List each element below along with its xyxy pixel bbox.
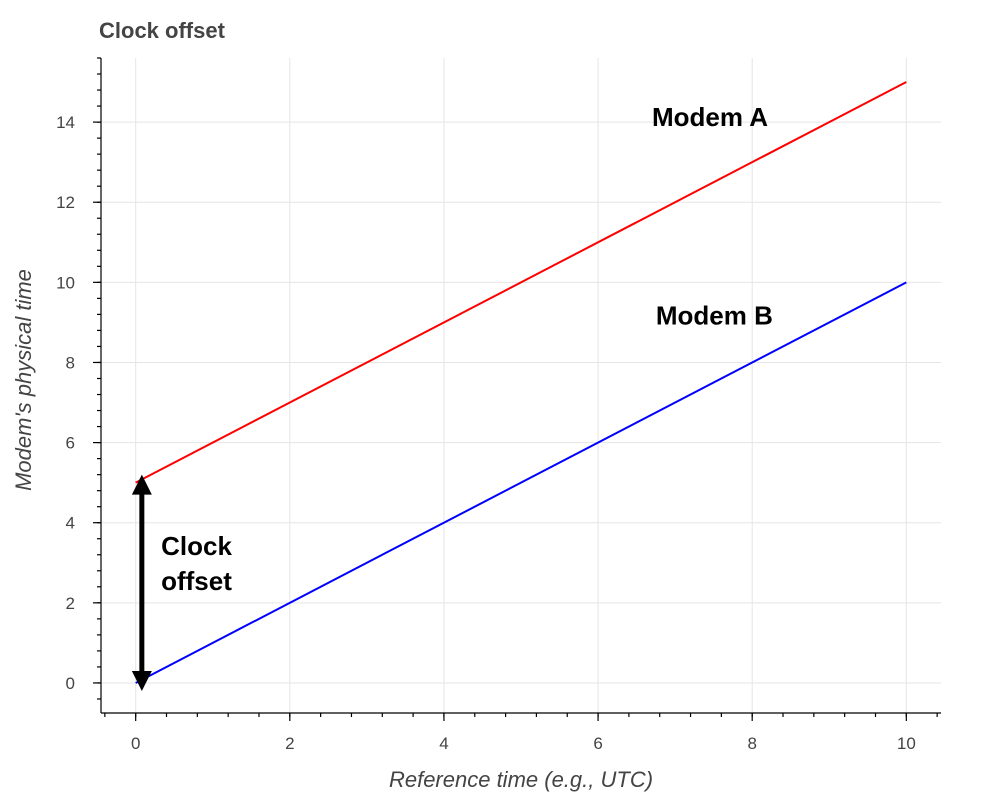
x-tick-label: 0 — [131, 734, 140, 753]
y-axis-label: Modem's physical time — [11, 269, 36, 491]
annotation-line: Modem A — [652, 102, 768, 132]
y-tick-label: 0 — [66, 674, 75, 693]
y-tick-label: 14 — [56, 113, 75, 132]
x-tick-label: 4 — [439, 734, 448, 753]
axes: 0 2 4 6 8 10 0 2 4 6 8 10 12 14 — [56, 57, 941, 753]
x-tick-label: 2 — [285, 734, 294, 753]
series-group — [135, 81, 907, 684]
annotation-line: Clock — [161, 531, 232, 561]
series-line-modem-a — [135, 81, 907, 484]
annotations: Modem A Modem B Clock offset — [161, 102, 773, 596]
annotation-line: Modem B — [656, 300, 773, 330]
x-tick-label: 10 — [897, 734, 916, 753]
annotation-line: offset — [161, 566, 232, 596]
x-axis-label: Reference time (e.g., UTC) — [389, 767, 653, 792]
y-tick-label: 6 — [66, 434, 75, 453]
grid — [101, 58, 941, 713]
x-tick-label: 8 — [747, 734, 756, 753]
chart-title: Clock offset — [99, 18, 226, 43]
annotation-modem-b: Modem B — [656, 300, 773, 330]
y-tick-label: 12 — [56, 193, 75, 212]
y-tick-label: 8 — [66, 353, 75, 372]
y-tick-label: 10 — [56, 273, 75, 292]
series-line-modem-b — [135, 281, 907, 684]
x-tick-label: 6 — [593, 734, 602, 753]
annotation-modem-a: Modem A — [652, 102, 768, 132]
y-tick-label: 2 — [66, 594, 75, 613]
y-tick-label: 4 — [66, 514, 75, 533]
annotation-clock-offset: Clock offset — [161, 531, 232, 596]
